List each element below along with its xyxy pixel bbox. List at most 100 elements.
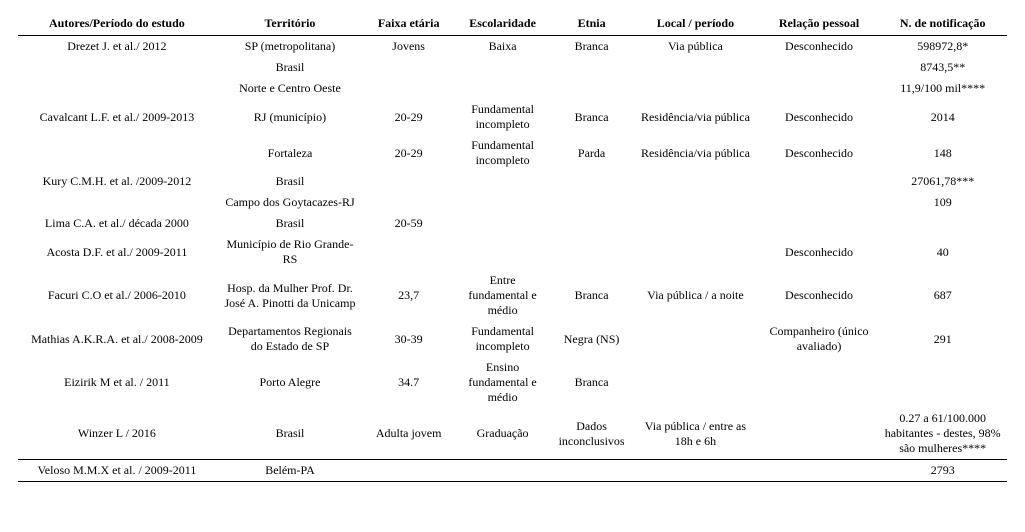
table-cell [18,192,216,213]
table-cell: 34.7 [364,357,453,408]
table-cell: Dados inconclusivos [552,408,631,460]
table-row: Facuri C.O et al./ 2006-2010Hosp. da Mul… [18,270,1007,321]
table-cell [453,234,552,270]
col-relacao: Relação pessoal [760,12,879,36]
study-table: Autores/Período do estudo Território Fai… [18,12,1007,482]
table-cell: Residência/via pública [631,135,760,171]
table-cell: Adulta jovem [364,408,453,460]
table-cell [18,78,216,99]
table-cell [364,460,453,482]
table-cell: Jovens [364,36,453,58]
table-cell: Brasil [216,57,364,78]
table-cell [453,171,552,192]
table-cell: 687 [878,270,1007,321]
table-cell [631,171,760,192]
table-cell: Belém-PA [216,460,364,482]
table-cell: Negra (NS) [552,321,631,357]
table-cell [631,357,760,408]
table-body: Drezet J. et al./ 2012SP (metropolitana)… [18,36,1007,482]
table-cell: Branca [552,99,631,135]
table-cell [18,57,216,78]
table-cell: 27061,78*** [878,171,1007,192]
col-local-periodo: Local / período [631,12,760,36]
table-row: Kury C.M.H. et al. /2009-2012Brasil27061… [18,171,1007,192]
table-cell [552,78,631,99]
table-cell: Ensino fundamental e médio [453,357,552,408]
table-cell: 23,7 [364,270,453,321]
table-cell [760,408,879,460]
table-row: Campo dos Goytacazes-RJ109 [18,192,1007,213]
table-cell [364,234,453,270]
table-cell: Fundamental incompleto [453,135,552,171]
table-cell: Hosp. da Mulher Prof. Dr. José A. Pinott… [216,270,364,321]
table-cell: Veloso M.M.X et al. / 2009-2011 [18,460,216,482]
table-cell [364,171,453,192]
table-cell: Desconhecido [760,234,879,270]
table-row: Mathias A.K.R.A. et al./ 2008-2009Depart… [18,321,1007,357]
table-row: Cavalcant L.F. et al./ 2009-2013RJ (muni… [18,99,1007,135]
table-cell: Desconhecido [760,270,879,321]
table-cell: Porto Alegre [216,357,364,408]
table-cell: Desconhecido [760,135,879,171]
table-cell [453,213,552,234]
table-cell: Baixa [453,36,552,58]
table-cell: 291 [878,321,1007,357]
table-cell: Brasil [216,408,364,460]
table-cell: Winzer L / 2016 [18,408,216,460]
table-cell: 2793 [878,460,1007,482]
table-cell [364,192,453,213]
table-cell [760,192,879,213]
table-cell: Departamentos Regionais do Estado de SP [216,321,364,357]
table-cell: Parda [552,135,631,171]
table-cell [631,321,760,357]
col-escolaridade: Escolaridade [453,12,552,36]
col-territorio: Território [216,12,364,36]
table-cell: Via pública [631,36,760,58]
table-cell [453,460,552,482]
table-cell [631,234,760,270]
table-cell: Residência/via pública [631,99,760,135]
table-cell: 0.27 a 61/100.000 habitantes - destes, 9… [878,408,1007,460]
table-cell: Graduação [453,408,552,460]
table-cell [760,357,879,408]
table-cell: 20-29 [364,135,453,171]
table-cell: 20-29 [364,99,453,135]
table-cell: Via pública / entre as 18h e 6h [631,408,760,460]
table-cell: Kury C.M.H. et al. /2009-2012 [18,171,216,192]
table-cell: RJ (município) [216,99,364,135]
table-row: Eizirik M et al. / 2011Porto Alegre34.7E… [18,357,1007,408]
table-cell [760,57,879,78]
table-row: Drezet J. et al./ 2012SP (metropolitana)… [18,36,1007,58]
table-cell: SP (metropolitana) [216,36,364,58]
table-cell: 8743,5** [878,57,1007,78]
table-cell: Drezet J. et al./ 2012 [18,36,216,58]
table-cell: Mathias A.K.R.A. et al./ 2008-2009 [18,321,216,357]
table-cell [453,192,552,213]
table-header-row: Autores/Período do estudo Território Fai… [18,12,1007,36]
table-cell [631,78,760,99]
table-cell [878,357,1007,408]
table-cell: Desconhecido [760,99,879,135]
table-cell: Lima C.A. et al./ década 2000 [18,213,216,234]
table-cell [631,460,760,482]
table-cell: Eizirik M et al. / 2011 [18,357,216,408]
table-cell: Facuri C.O et al./ 2006-2010 [18,270,216,321]
table-cell: Fortaleza [216,135,364,171]
table-cell: Brasil [216,213,364,234]
table-cell: Entre fundamental e médio [453,270,552,321]
table-cell [631,57,760,78]
table-cell [18,135,216,171]
table-cell: Norte e Centro Oeste [216,78,364,99]
table-cell: Branca [552,270,631,321]
table-cell: 2014 [878,99,1007,135]
table-row: Fortaleza20-29Fundamental incompletoPard… [18,135,1007,171]
table-row: Lima C.A. et al./ década 2000Brasil20-59 [18,213,1007,234]
table-cell: 20-59 [364,213,453,234]
table-cell: Companheiro (único avaliado) [760,321,879,357]
table-row: Brasil 8743,5** [18,57,1007,78]
table-cell [453,78,552,99]
table-row: Veloso M.M.X et al. / 2009-2011Belém-PA 2… [18,460,1007,482]
table-cell: Branca [552,36,631,58]
table-cell [631,192,760,213]
table-cell: Via pública / a noite [631,270,760,321]
